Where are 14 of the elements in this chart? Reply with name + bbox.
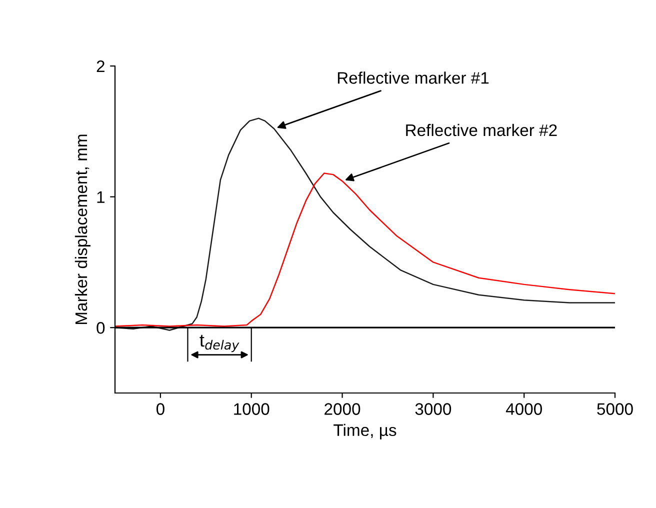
y-tick-label: 2 xyxy=(96,60,104,72)
annotation: t$_{delay}$ xyxy=(200,334,240,352)
text: Reflective marker #1 xyxy=(338,72,489,84)
y-tick-label: 1 xyxy=(97,191,104,203)
y-tick-label: 0 xyxy=(96,322,105,334)
text: Reflective marker #2 xyxy=(406,124,557,136)
x-tick-label: 3000 xyxy=(415,403,452,415)
x-axis-title: Time, µs xyxy=(334,424,396,440)
x-tick-label: 2000 xyxy=(324,403,360,415)
x-tick-label: 4000 xyxy=(506,403,542,415)
x-tick-label: 1000 xyxy=(234,403,270,415)
y-axis-title: Marker displacement, mm xyxy=(74,134,90,324)
x-tick-label: 5000 xyxy=(597,403,633,415)
x-tick-label: 0 xyxy=(156,403,164,415)
